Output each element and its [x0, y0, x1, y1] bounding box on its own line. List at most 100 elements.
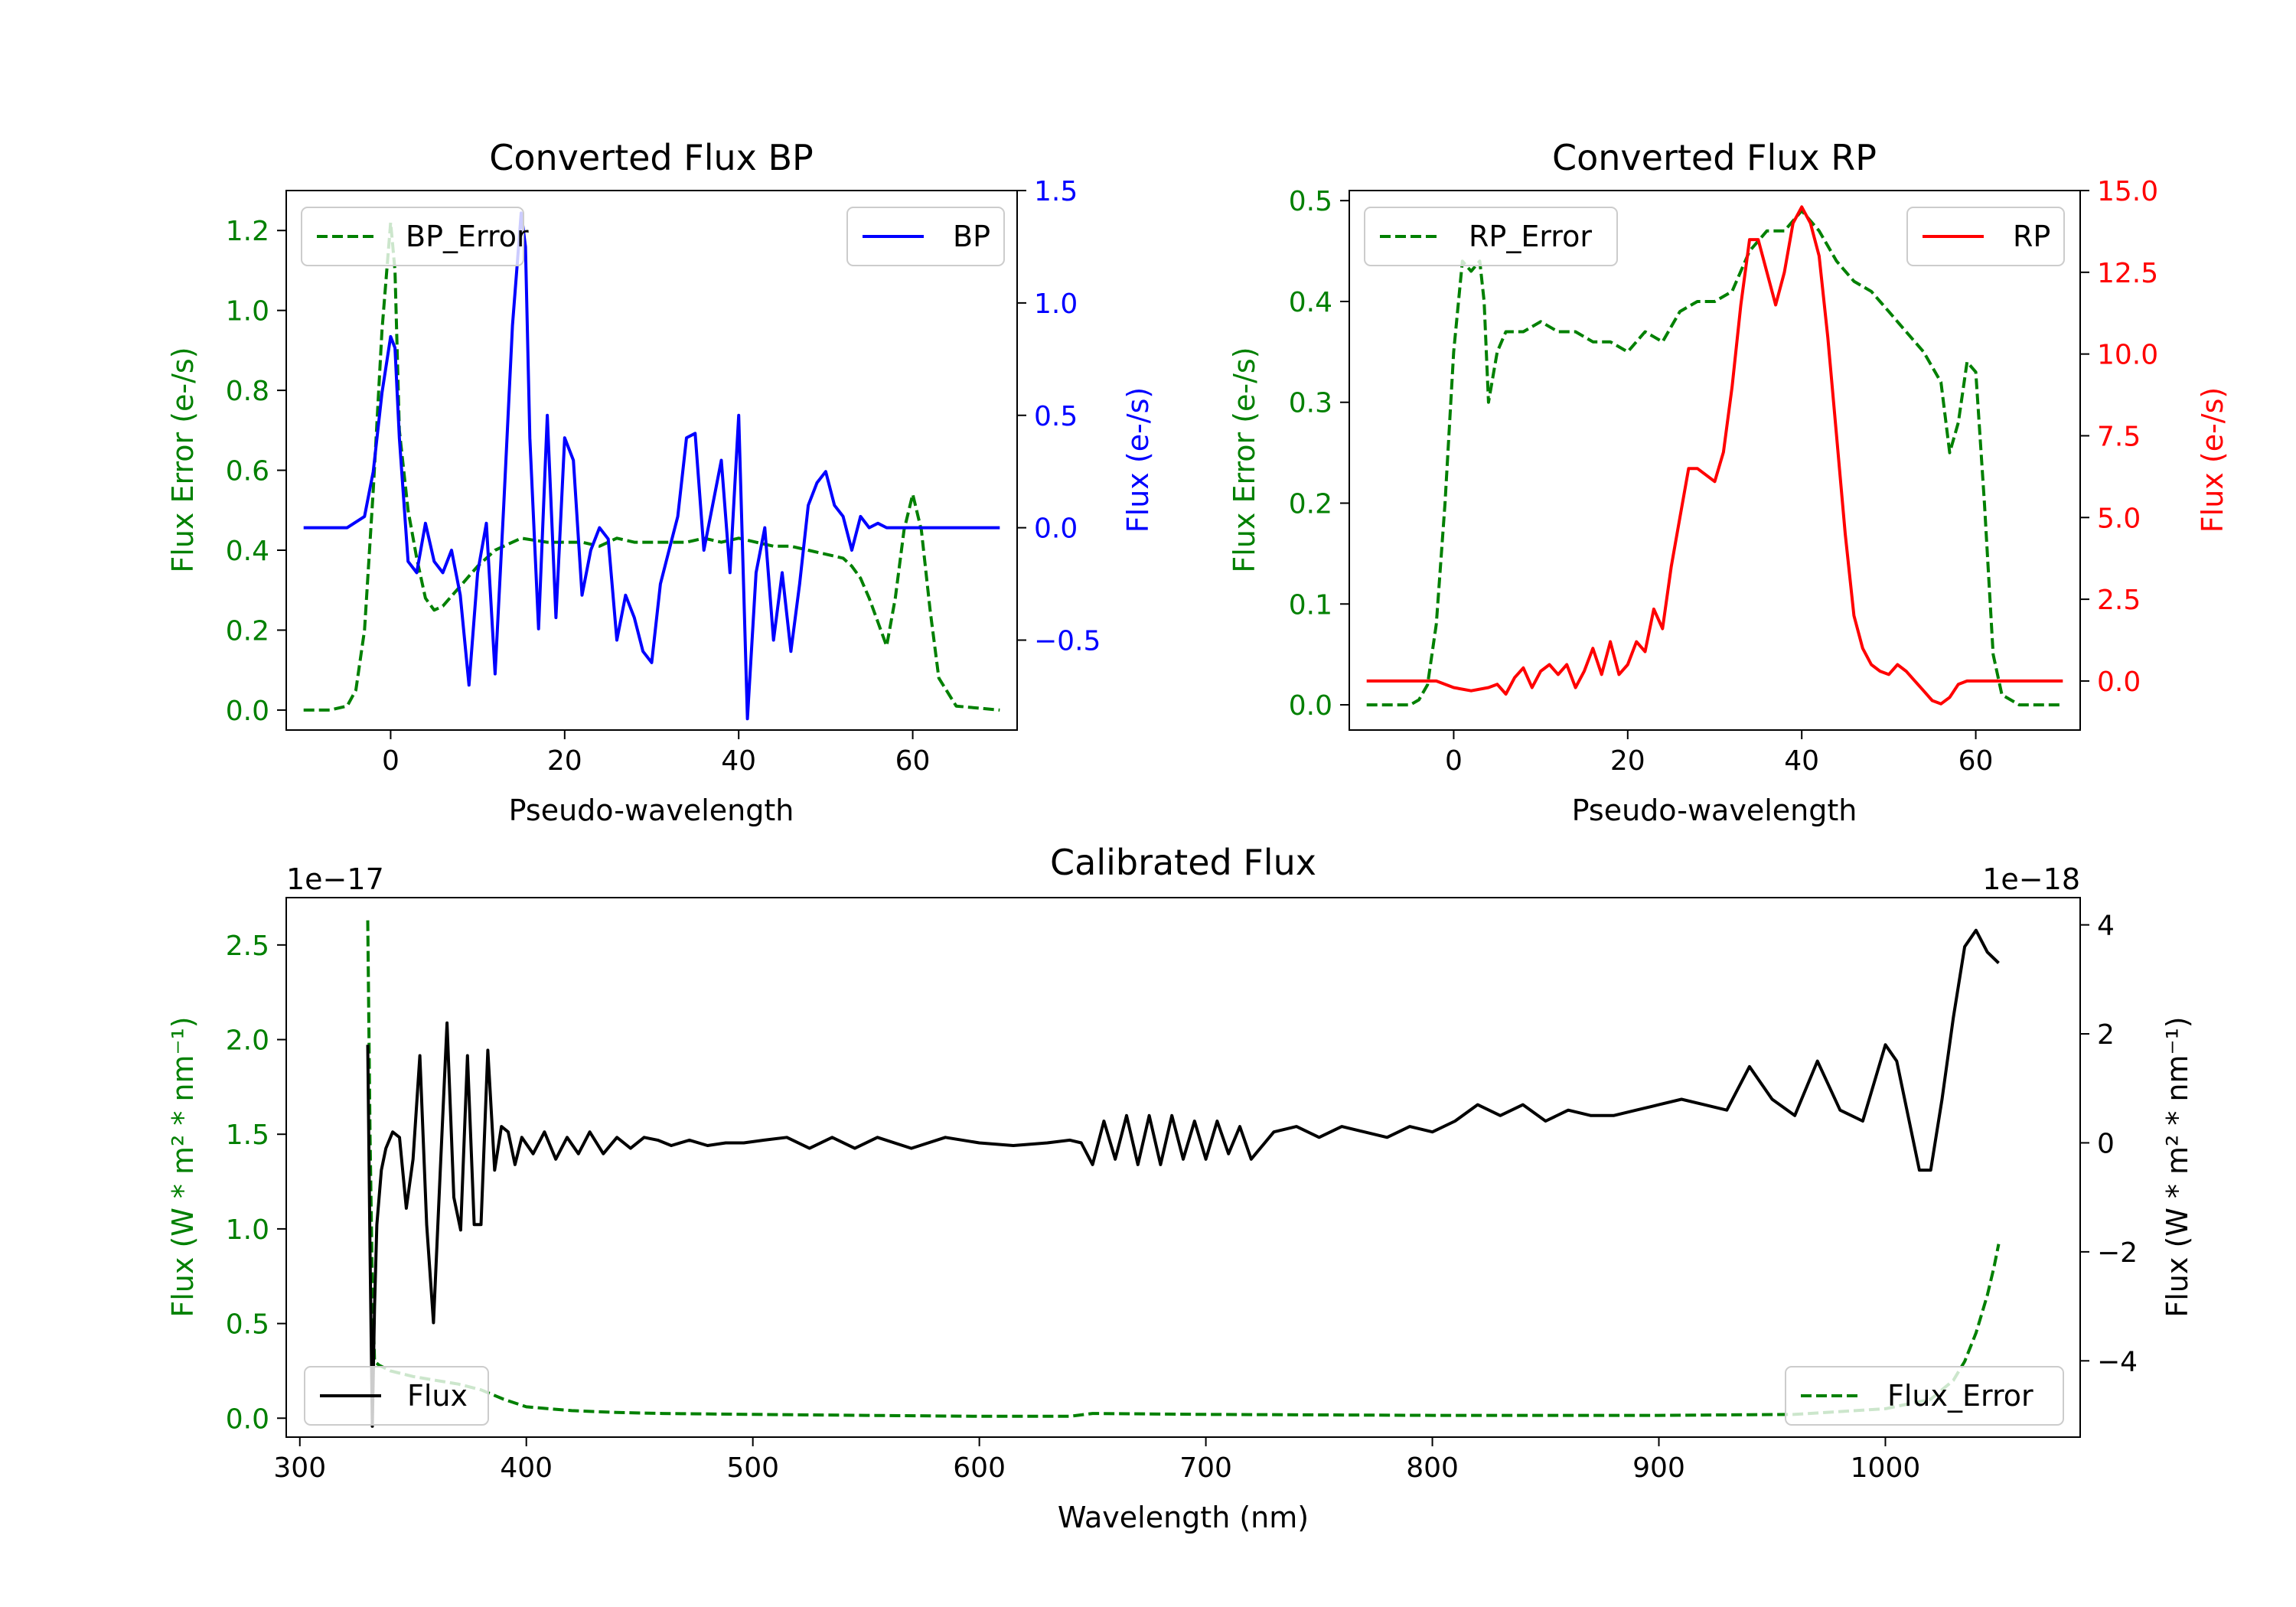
rp-legend-right: RP	[1906, 207, 2065, 266]
bp-left-tick-label: 0.2	[226, 615, 269, 647]
rp-series-layer	[1366, 205, 2063, 707]
bp-x-tick-label: 20	[547, 745, 582, 777]
calibrated-x-ticks: 300 400 500 600 700 800 900 1000	[273, 1437, 1920, 1484]
calibrated-x-tick-label: 700	[1179, 1452, 1232, 1484]
calibrated-x-tick-label: 900	[1632, 1452, 1685, 1484]
rp-legend-left: RP_Error	[1364, 207, 1618, 266]
bp-left-tick-label: 0.0	[226, 696, 269, 727]
rp-right-tick-label: 10.0	[2097, 340, 2158, 371]
rp-left-tick-label: 0.4	[1289, 287, 1332, 318]
bp-right-tick-label: 1.0	[1034, 288, 1078, 320]
rp-x-tick-label: 20	[1610, 745, 1645, 777]
rp-right-tick-label: 2.5	[2097, 585, 2141, 616]
rp-left-tick-label: 0.0	[1289, 690, 1332, 722]
rp-legend-right-label: RP	[2013, 220, 2050, 253]
rp-left-tick-label: 0.2	[1289, 489, 1332, 520]
calibrated-left-tick-label: 1.0	[226, 1214, 269, 1246]
calibrated-left-tick-label: 1.5	[226, 1120, 269, 1151]
bp-right-ticks: −0.5 0.0 0.5 1.0 1.5	[1017, 176, 1101, 657]
bp-x-tick-label: 0	[382, 745, 400, 777]
bp-series-bp-error-line	[303, 220, 1000, 712]
calibrated-x-tick-label: 300	[273, 1452, 326, 1484]
calibrated-series-flux-line	[366, 928, 2000, 1428]
rp-right-tick-label: 5.0	[2097, 503, 2141, 534]
calibrated-legend-left: Flux	[304, 1366, 489, 1426]
rp-right-tick-label: 7.5	[2097, 421, 2141, 452]
rp-left-tick-label: 0.5	[1289, 186, 1332, 217]
bp-legend-left-label: BP_Error	[406, 220, 529, 253]
bp-left-tick-label: 1.2	[226, 216, 269, 247]
bp-x-ticks: 0 20 40 60	[382, 730, 931, 777]
calibrated-legend-right-box	[1785, 1366, 2064, 1426]
calibrated-legend-right-label: Flux_Error	[1887, 1379, 2033, 1413]
calibrated-right-ticks: −4 −2 0 2 4	[2080, 911, 2138, 1377]
calibrated-legend-left-label: Flux	[407, 1379, 468, 1413]
bp-series-bp-line	[303, 211, 1000, 721]
rp-legend-left-label: RP_Error	[1469, 220, 1592, 253]
bp-right-axis-label: Flux (e-/s)	[1121, 387, 1155, 533]
calibrated-x-tick-label: 1000	[1851, 1452, 1921, 1484]
calibrated-left-axis-label: Flux (W * m² * nm⁻¹)	[166, 1016, 200, 1317]
calibrated-left-tick-label: 0.0	[226, 1403, 269, 1435]
rp-left-ticks: 0.0 0.1 0.2 0.3 0.4 0.5	[1289, 186, 1349, 722]
calibrated-right-tick-label: −4	[2097, 1346, 2138, 1377]
calibrated-x-tick-label: 500	[726, 1452, 779, 1484]
rp-left-axis-label: Flux Error (e-/s)	[1228, 347, 1261, 572]
rp-right-tick-label: 12.5	[2097, 258, 2158, 289]
rp-right-tick-label: 0.0	[2097, 667, 2141, 698]
calibrated-right-axis-label: Flux (W * m² * nm⁻¹)	[2161, 1016, 2194, 1317]
bp-right-tick-label: 0.5	[1034, 401, 1078, 432]
chart-panel-rp: 0.0 0.1 0.2 0.3 0.4 0.5 0.0 2.5 5.0 7.5 10.0 12.5 1…	[1228, 137, 2229, 827]
rp-series-rp-error-line	[1366, 209, 2063, 707]
bp-right-tick-label: −0.5	[1034, 626, 1101, 657]
bp-legend-left: BP_Error	[301, 207, 529, 266]
bp-legend-right: BP	[846, 207, 1005, 266]
calibrated-right-tick-label: 0	[2097, 1128, 2115, 1159]
rp-x-tick-label: 0	[1445, 745, 1463, 777]
calibrated-x-tick-label: 400	[500, 1452, 553, 1484]
bp-legend-left-box	[301, 207, 524, 266]
rp-x-tick-label: 40	[1784, 745, 1819, 777]
calibrated-right-tick-label: −2	[2097, 1237, 2138, 1269]
chart-panel-bp: 0.0 0.2 0.4 0.6 0.8 1.0 1.2 −0.5 0.0 0.5 1.0 1.5 0…	[166, 137, 1155, 827]
calibrated-left-ticks: 0.0 0.5 1.0 1.5 2.0 2.5	[226, 931, 286, 1435]
calibrated-left-tick-label: 0.5	[226, 1309, 269, 1341]
rp-right-tick-label: 15.0	[2097, 176, 2158, 207]
rp-x-tick-label: 60	[1958, 745, 1994, 777]
rp-series-rp-line	[1366, 205, 2063, 706]
rp-right-axis-label: Flux (e-/s)	[2196, 387, 2229, 533]
calibrated-x-tick-label: 800	[1406, 1452, 1459, 1484]
bp-left-tick-label: 0.8	[226, 376, 269, 407]
rp-right-ticks: 0.0 2.5 5.0 7.5 10.0 12.5 15.0	[2080, 176, 2158, 698]
bp-legend-right-box	[846, 207, 1005, 266]
calibrated-right-tick-label: 4	[2097, 911, 2115, 942]
calibrated-left-tick-label: 2.5	[226, 931, 269, 962]
bp-right-tick-label: 1.5	[1034, 176, 1078, 207]
calibrated-legend-right: Flux_Error	[1785, 1366, 2064, 1426]
calibrated-legend-left-box	[304, 1366, 489, 1426]
calibrated-left-tick-label: 2.0	[226, 1025, 269, 1057]
rp-x-axis-label: Pseudo-wavelength	[1572, 794, 1857, 827]
bp-right-tick-label: 0.0	[1034, 513, 1078, 545]
calibrated-right-scale-label: 1e−18	[1982, 862, 2080, 896]
chart-panel-calibrated: 0.0 0.5 1.0 1.5 2.0 2.5 −4 −2 0 2 4 300 400 500 600 7…	[166, 842, 2194, 1534]
rp-x-ticks: 0 20 40 60	[1445, 730, 1994, 777]
calibrated-title: Calibrated Flux	[1050, 842, 1316, 883]
bp-x-axis-label: Pseudo-wavelength	[509, 794, 794, 827]
rp-legend-left-box	[1364, 207, 1618, 266]
calibrated-x-tick-label: 600	[953, 1452, 1006, 1484]
bp-x-tick-label: 40	[721, 745, 756, 777]
calibrated-x-axis-label: Wavelength (nm)	[1058, 1501, 1309, 1534]
bp-x-tick-label: 60	[895, 745, 931, 777]
rp-legend-right-box	[1906, 207, 2065, 266]
bp-left-ticks: 0.0 0.2 0.4 0.6 0.8 1.0 1.2	[226, 216, 286, 727]
calibrated-left-scale-label: 1e−17	[286, 862, 384, 896]
bp-title: Converted Flux BP	[489, 137, 814, 178]
bp-legend-right-label: BP	[953, 220, 990, 253]
rp-left-tick-label: 0.1	[1289, 589, 1332, 621]
rp-title: Converted Flux RP	[1552, 137, 1877, 178]
bp-left-tick-label: 0.4	[226, 536, 269, 567]
calibrated-axes-frame	[285, 897, 2081, 1438]
